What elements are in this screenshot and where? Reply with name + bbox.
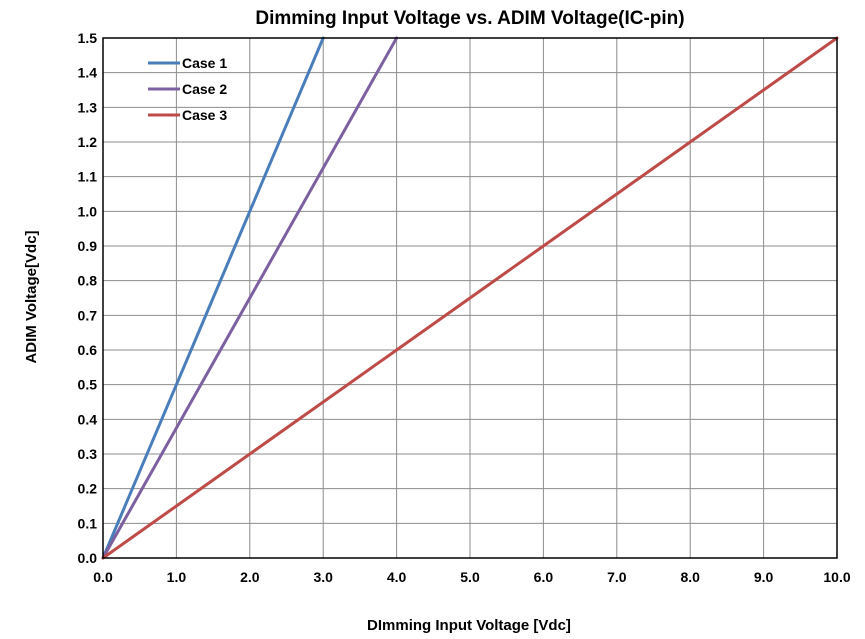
- x-tick-label: 2.0: [240, 569, 260, 585]
- x-tick-label: 5.0: [460, 569, 480, 585]
- x-tick-label: 10.0: [823, 569, 850, 585]
- chart-title: Dimming Input Voltage vs. ADIM Voltage(I…: [255, 8, 684, 29]
- y-tick-label: 1.0: [78, 203, 98, 219]
- y-tick-label: 0.7: [78, 307, 98, 323]
- y-axis-ticks: 0.0 0.1 0.2 0.3 0.4 0.5 0.6 0.7 0.8 0.9 1.0 1.1 1.2 1…: [78, 30, 98, 566]
- y-tick-label: 0.5: [78, 377, 98, 393]
- x-tick-label: 0.0: [93, 569, 113, 585]
- y-tick-label: 0.3: [78, 446, 98, 462]
- x-tick-label: 9.0: [754, 569, 774, 585]
- y-tick-label: 0.4: [78, 411, 98, 427]
- y-tick-label: 0.9: [78, 238, 98, 254]
- y-tick-label: 0.8: [78, 273, 98, 289]
- y-tick-label: 1.3: [78, 99, 98, 115]
- x-axis-label: DImming Input Voltage [Vdc]: [367, 617, 571, 634]
- series-line-case-1: [101, 36, 325, 560]
- x-tick-label: 8.0: [680, 569, 700, 585]
- legend-label-case-3: Case 3: [182, 107, 227, 123]
- legend-label-case-1: Case 1: [182, 55, 227, 71]
- plot-area-border: [102, 37, 838, 559]
- y-tick-label: 0.6: [78, 342, 98, 358]
- x-axis-ticks: 0.0 1.0 2.0 3.0 4.0 5.0 6.0 7.0 8.0 9.0 10.0: [93, 569, 851, 585]
- legend: Case 1 Case 2 Case 3: [148, 55, 227, 123]
- y-tick-label: 1.1: [78, 169, 98, 185]
- x-tick-label: 7.0: [607, 569, 627, 585]
- series-line-case-3: [101, 36, 839, 560]
- y-tick-label: 1.5: [78, 30, 98, 46]
- y-tick-label: 0.2: [78, 481, 98, 497]
- series-line-case-2: [101, 36, 399, 560]
- y-tick-label: 1.2: [78, 134, 98, 150]
- y-tick-label: 1.4: [78, 65, 98, 81]
- x-tick-label: 1.0: [167, 569, 187, 585]
- y-axis-label: ADIM Voltage[Vdc]: [23, 230, 40, 363]
- legend-label-case-2: Case 2: [182, 81, 227, 97]
- series-lines: [101, 36, 839, 560]
- x-tick-label: 3.0: [313, 569, 333, 585]
- y-tick-label: 0.0: [78, 550, 98, 566]
- y-tick-label: 0.1: [78, 515, 98, 531]
- x-tick-label: 6.0: [534, 569, 554, 585]
- x-tick-label: 4.0: [387, 569, 407, 585]
